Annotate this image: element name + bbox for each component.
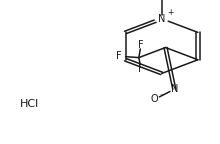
Text: O: O (151, 94, 158, 104)
Text: HCl: HCl (20, 99, 39, 109)
Text: F: F (138, 64, 144, 74)
Text: F: F (116, 51, 122, 61)
Text: +: + (167, 8, 173, 17)
Text: N: N (171, 84, 178, 94)
Text: ⁻: ⁻ (160, 92, 165, 101)
Text: F: F (138, 40, 144, 50)
Text: N: N (158, 14, 165, 24)
